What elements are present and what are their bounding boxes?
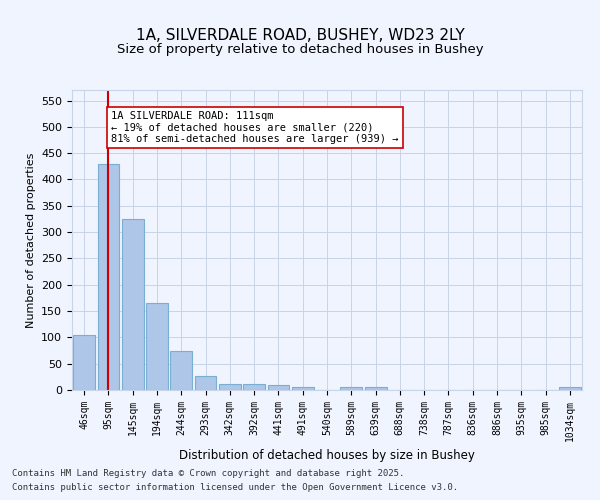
Bar <box>97 164 119 390</box>
Bar <box>292 388 314 390</box>
Text: 1A SILVERDALE ROAD: 111sqm
← 19% of detached houses are smaller (220)
81% of sem: 1A SILVERDALE ROAD: 111sqm ← 19% of deta… <box>111 111 398 144</box>
Bar <box>559 388 581 390</box>
Text: Contains public sector information licensed under the Open Government Licence v3: Contains public sector information licen… <box>12 484 458 492</box>
Bar <box>146 303 168 390</box>
X-axis label: Distribution of detached houses by size in Bushey: Distribution of detached houses by size … <box>179 449 475 462</box>
Bar <box>122 219 143 390</box>
Bar <box>194 376 217 390</box>
Bar <box>73 334 95 390</box>
Bar <box>365 388 386 390</box>
Text: Size of property relative to detached houses in Bushey: Size of property relative to detached ho… <box>116 42 484 56</box>
Y-axis label: Number of detached properties: Number of detached properties <box>26 152 35 328</box>
Bar <box>340 388 362 390</box>
Bar <box>219 384 241 390</box>
Text: 1A, SILVERDALE ROAD, BUSHEY, WD23 2LY: 1A, SILVERDALE ROAD, BUSHEY, WD23 2LY <box>136 28 464 42</box>
Bar <box>243 384 265 390</box>
Text: Contains HM Land Registry data © Crown copyright and database right 2025.: Contains HM Land Registry data © Crown c… <box>12 468 404 477</box>
Bar <box>268 384 289 390</box>
Bar <box>170 350 192 390</box>
